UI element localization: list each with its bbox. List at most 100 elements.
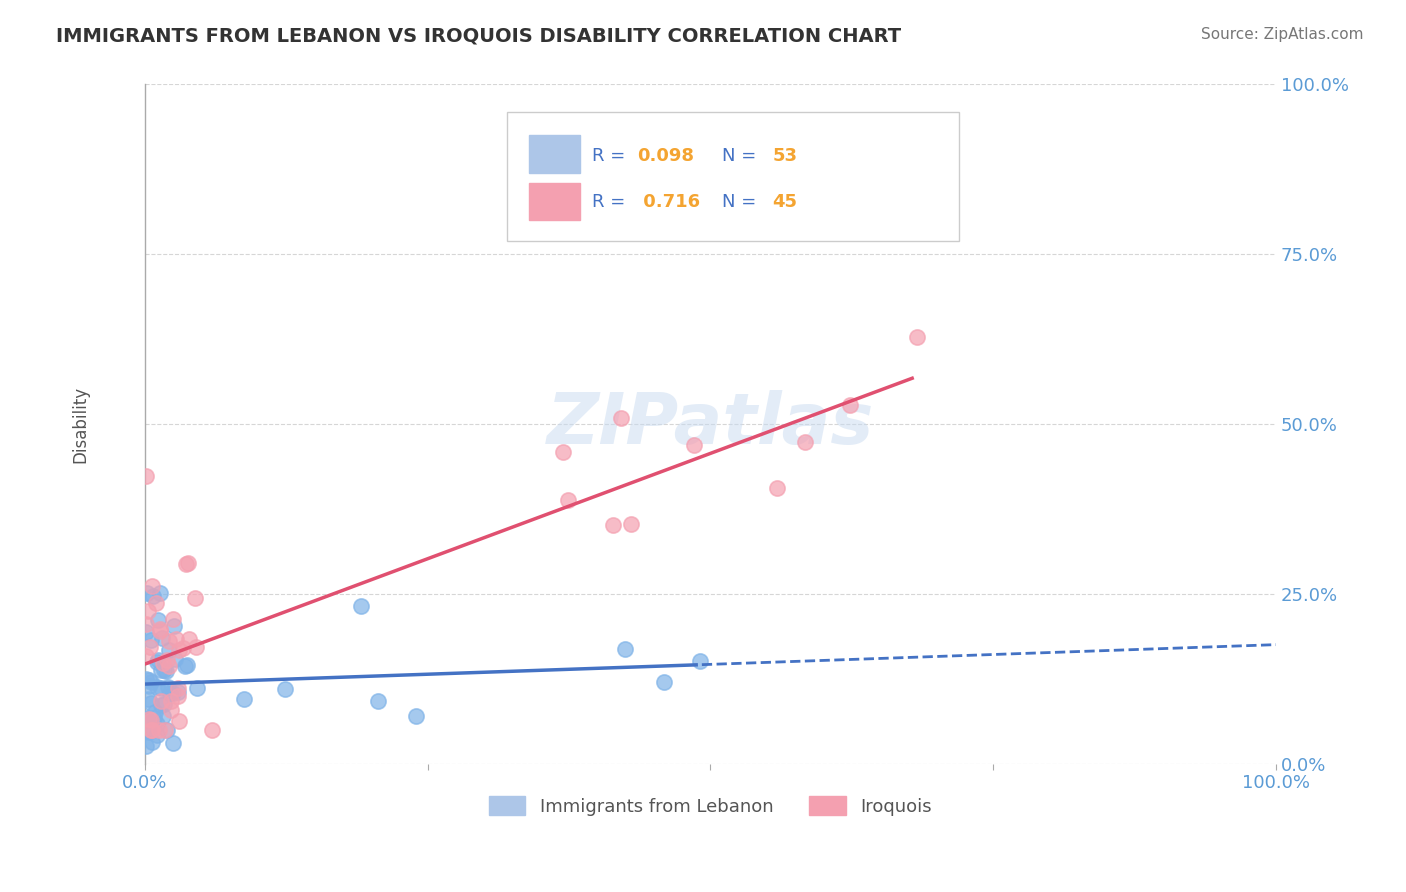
Point — [150, 632, 173, 646]
Point — [135, 586, 157, 600]
Point — [153, 697, 176, 711]
Point — [794, 434, 817, 449]
Point — [610, 411, 633, 425]
Point — [905, 330, 928, 344]
Point — [138, 640, 160, 654]
Point — [143, 711, 166, 725]
Point — [172, 640, 194, 655]
Point — [153, 723, 176, 737]
Point — [155, 723, 177, 737]
Point — [201, 723, 224, 737]
Point — [135, 712, 157, 726]
Point — [139, 723, 162, 737]
Point — [135, 617, 157, 632]
Point — [157, 634, 180, 648]
Point — [177, 556, 200, 570]
Point — [186, 681, 208, 696]
Point — [138, 679, 160, 693]
Point — [157, 681, 180, 695]
Point — [162, 686, 184, 700]
Text: 45: 45 — [772, 193, 797, 211]
Point — [163, 619, 186, 633]
Point — [152, 656, 174, 670]
Point — [146, 716, 169, 731]
Bar — [530, 183, 581, 220]
Point — [136, 723, 159, 738]
Point — [150, 681, 173, 695]
Point — [139, 696, 162, 710]
Point — [146, 681, 169, 695]
Point — [135, 469, 157, 483]
Point — [141, 723, 163, 737]
Point — [149, 698, 172, 712]
Legend: Immigrants from Lebanon, Iroquois: Immigrants from Lebanon, Iroquois — [482, 789, 939, 822]
Text: Source: ZipAtlas.com: Source: ZipAtlas.com — [1201, 27, 1364, 42]
Point — [150, 693, 173, 707]
Point — [143, 705, 166, 719]
Point — [138, 712, 160, 726]
Point — [766, 481, 789, 495]
Point — [557, 492, 579, 507]
Point — [167, 643, 190, 657]
Point — [157, 659, 180, 673]
Point — [135, 711, 157, 725]
Point — [145, 656, 167, 670]
Text: 0.098: 0.098 — [637, 147, 693, 165]
Point — [138, 673, 160, 687]
Point — [176, 658, 198, 673]
Point — [135, 624, 157, 639]
Point — [148, 723, 170, 737]
Point — [135, 648, 157, 663]
Point — [141, 714, 163, 728]
Point — [155, 664, 177, 678]
Text: R =: R = — [592, 193, 631, 211]
Point — [620, 517, 643, 532]
Text: 0.716: 0.716 — [637, 193, 700, 211]
Bar — [530, 136, 581, 173]
Point — [159, 686, 181, 700]
Point — [149, 586, 172, 600]
Point — [141, 735, 163, 749]
Point — [169, 714, 191, 728]
Point — [683, 437, 706, 451]
Point — [551, 445, 574, 459]
FancyBboxPatch shape — [506, 112, 959, 241]
Point — [136, 692, 159, 706]
Point — [135, 672, 157, 686]
Point — [157, 643, 180, 657]
Text: N =: N = — [721, 193, 762, 211]
Point — [174, 659, 197, 673]
Point — [614, 641, 637, 656]
Point — [146, 614, 169, 628]
Point — [186, 640, 208, 654]
Point — [167, 681, 190, 695]
Point — [135, 739, 157, 753]
Point — [602, 518, 624, 533]
Point — [165, 632, 187, 647]
Text: ZIPatlas: ZIPatlas — [547, 390, 875, 458]
Point — [160, 703, 183, 717]
Point — [233, 692, 256, 706]
Point — [652, 674, 675, 689]
Point — [367, 694, 389, 708]
Point — [136, 603, 159, 617]
Point — [274, 681, 297, 696]
Point — [166, 685, 188, 699]
Point — [839, 398, 862, 412]
Text: N =: N = — [721, 147, 762, 165]
Point — [163, 652, 186, 666]
Point — [162, 735, 184, 749]
Point — [153, 663, 176, 677]
Point — [146, 728, 169, 742]
Point — [149, 624, 172, 639]
Text: 53: 53 — [772, 147, 797, 165]
Point — [167, 689, 190, 703]
Point — [156, 653, 179, 667]
Y-axis label: Disability: Disability — [72, 385, 89, 463]
Point — [159, 694, 181, 708]
Point — [142, 590, 165, 604]
Point — [405, 709, 427, 723]
Point — [184, 591, 207, 606]
Point — [150, 663, 173, 677]
Point — [148, 653, 170, 667]
